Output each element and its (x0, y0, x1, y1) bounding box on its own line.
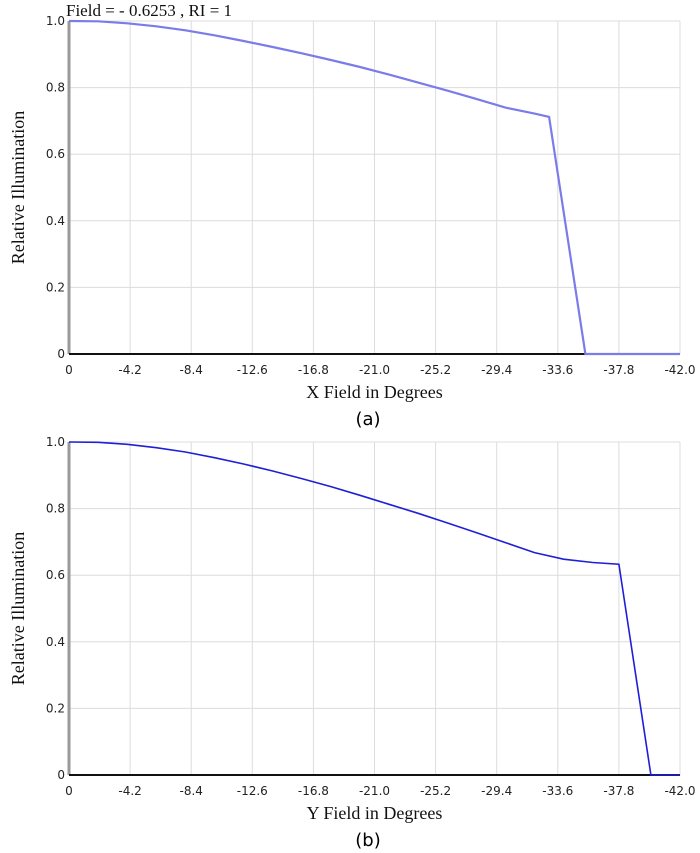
chart-b: 0 -4.2 -8.4 -12.6 -16.8 -21.0 -25.2 -29.4 -33.6 -… (8, 435, 696, 851)
y-tick-label: 0.6 (46, 568, 65, 582)
x-tick-label: -21.0 (359, 784, 390, 798)
x-tick-label: -16.8 (298, 784, 329, 798)
y-tick-label: 0.8 (46, 502, 65, 516)
x-tick-label: -8.4 (179, 784, 202, 798)
y-axis-title: Relative Illumination (8, 111, 28, 264)
panel-label: (b) (355, 830, 380, 851)
y-axis-title: Relative Illumination (8, 532, 28, 685)
x-tick-label: -33.6 (542, 784, 573, 798)
x-tick-label: -8.4 (179, 363, 202, 377)
y-tick-label: 1.0 (46, 435, 65, 449)
y-tick-label: 0.2 (46, 280, 65, 294)
x-tick-label: -29.4 (481, 784, 512, 798)
y-tick-label: 0 (57, 768, 65, 782)
x-tick-label: -16.8 (298, 363, 329, 377)
x-tick-label: -12.6 (237, 784, 268, 798)
x-tick-label: -42.0 (664, 784, 695, 798)
x-tick-label: -12.6 (237, 363, 268, 377)
x-tick-label: -42.0 (664, 363, 695, 377)
x-axis-title: X Field in Degrees (306, 382, 442, 402)
x-tick-label: -37.8 (603, 363, 634, 377)
y-tick-label: 0 (57, 347, 65, 361)
y-tick-label: 0.2 (46, 701, 65, 715)
y-tick-label: 1.0 (46, 14, 65, 28)
x-tick-label: -21.0 (359, 363, 390, 377)
x-axis-title: Y Field in Degrees (307, 803, 443, 823)
x-tick-label: 0 (65, 784, 73, 798)
series-line (68, 441, 680, 776)
x-tick-label: -4.2 (118, 784, 141, 798)
cursor-readout: Field = - 0.6253 , RI = 1 (66, 1, 232, 20)
y-tick-label: 0.8 (46, 81, 65, 95)
x-tick-label: -4.2 (118, 363, 141, 377)
chart-a: 0 -4.2 -8.4 -12.6 -16.8 -21.0 -25.2 -29.4 -33.6 -… (8, 14, 696, 430)
panel-label: (a) (355, 409, 380, 430)
series-line (68, 19, 680, 356)
x-tick-label: -25.2 (420, 363, 451, 377)
y-tick-label: 0.4 (46, 635, 65, 649)
x-tick-label: 0 (65, 363, 73, 377)
x-tick-label: -33.6 (542, 363, 573, 377)
x-tick-label: -37.8 (603, 784, 634, 798)
y-tick-label: 0.6 (46, 147, 65, 161)
x-tick-label: -25.2 (420, 784, 451, 798)
y-tick-label: 0.4 (46, 214, 65, 228)
x-tick-label: -29.4 (481, 363, 512, 377)
